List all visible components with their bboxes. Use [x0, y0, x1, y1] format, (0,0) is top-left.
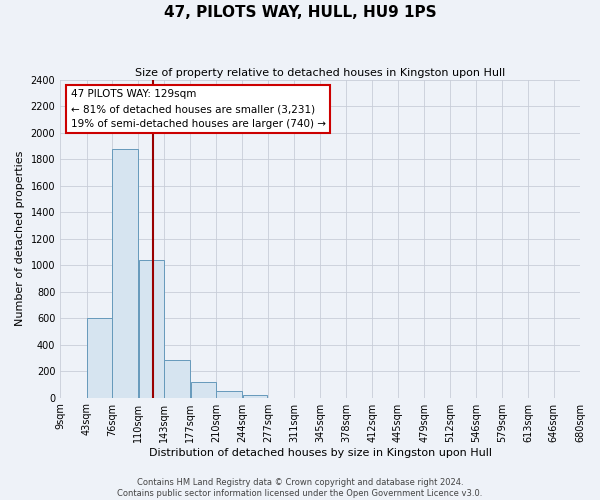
Bar: [139, 260, 164, 398]
Bar: [87, 318, 112, 398]
Y-axis label: Number of detached properties: Number of detached properties: [15, 151, 25, 326]
Text: Contains HM Land Registry data © Crown copyright and database right 2024.
Contai: Contains HM Land Registry data © Crown c…: [118, 478, 482, 498]
Title: Size of property relative to detached houses in Kingston upon Hull: Size of property relative to detached ho…: [135, 68, 505, 78]
Bar: [216, 391, 242, 398]
Bar: [242, 395, 268, 398]
Bar: [164, 360, 190, 398]
Bar: [112, 148, 138, 398]
Text: 47, PILOTS WAY, HULL, HU9 1PS: 47, PILOTS WAY, HULL, HU9 1PS: [164, 5, 436, 20]
Text: 47 PILOTS WAY: 129sqm
← 81% of detached houses are smaller (3,231)
19% of semi-d: 47 PILOTS WAY: 129sqm ← 81% of detached …: [71, 89, 326, 129]
X-axis label: Distribution of detached houses by size in Kingston upon Hull: Distribution of detached houses by size …: [149, 448, 491, 458]
Bar: [191, 382, 215, 398]
